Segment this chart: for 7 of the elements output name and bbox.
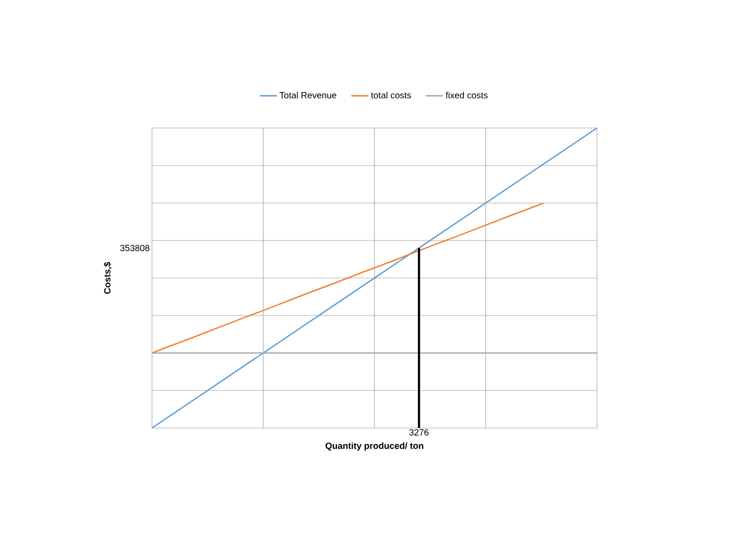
y-axis-title: Costs,$ — [104, 262, 112, 294]
legend-label: total costs — [371, 92, 411, 98]
legend-label: fixed costs — [446, 92, 488, 98]
text: 3276 — [409, 429, 429, 436]
x-axis-title: Quantity produced/ ton — [326, 442, 424, 451]
text: 353808 — [120, 244, 150, 252]
legend-label: Total Revenue — [280, 92, 336, 98]
